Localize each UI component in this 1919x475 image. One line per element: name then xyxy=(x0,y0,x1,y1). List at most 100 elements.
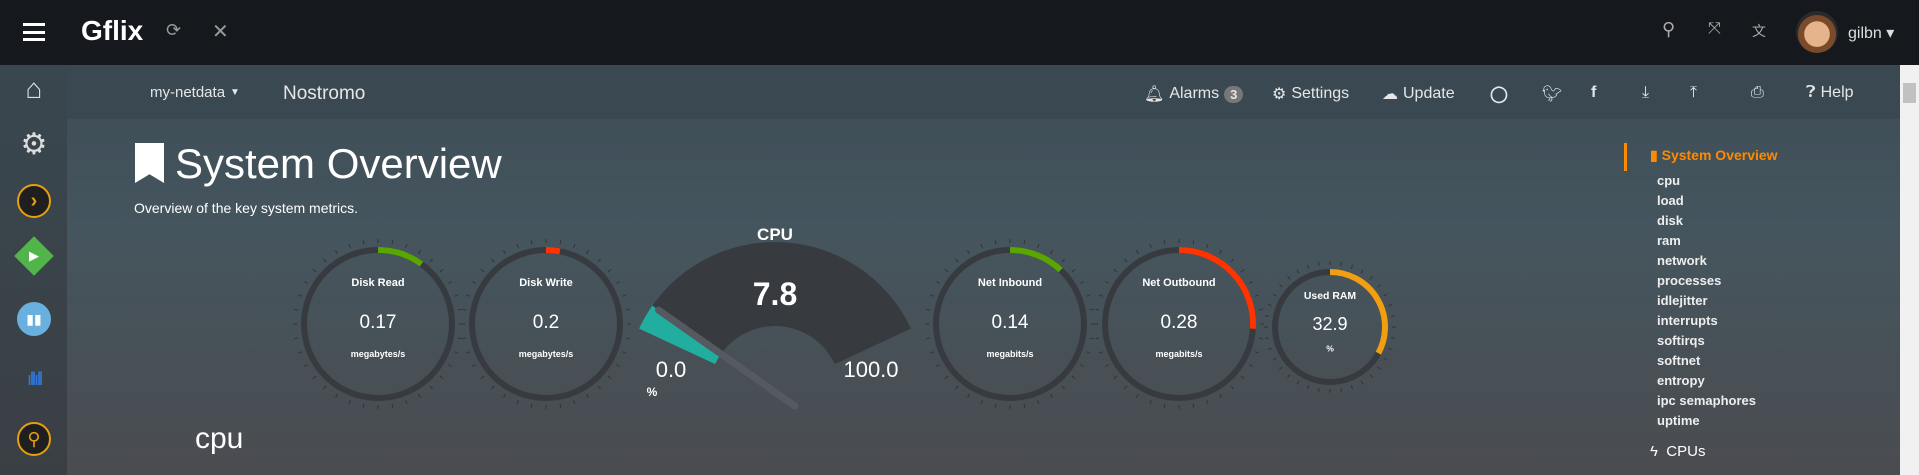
gauge-tick xyxy=(1254,294,1260,297)
gauge-tick xyxy=(335,393,338,398)
gauge-disk-write[interactable]: Disk Write 0.2 megabytes/s xyxy=(461,239,631,409)
gauge-tick xyxy=(1105,281,1110,284)
gauge-disk-read[interactable]: Disk Read 0.17 megabytes/s xyxy=(293,239,463,409)
translate-icon[interactable]: 文 xyxy=(1752,23,1766,39)
gauge-tick xyxy=(405,399,408,405)
gauge-tick xyxy=(304,281,309,284)
gauge-tick xyxy=(1085,351,1091,354)
help-button[interactable]: ❓︎ Help xyxy=(1806,84,1854,102)
close-icon[interactable]: ✕ xyxy=(212,21,229,43)
main-content xyxy=(67,65,1900,475)
right-nav-item[interactable]: softnet xyxy=(1657,353,1701,368)
gauge-tick xyxy=(1098,294,1104,297)
right-nav-item[interactable]: interrupts xyxy=(1657,313,1718,328)
calibre-icon[interactable]: ▮▮ xyxy=(17,302,51,336)
right-nav-item[interactable]: processes xyxy=(1657,273,1722,288)
cpu-gauge-needle xyxy=(654,306,799,410)
gauge-arc xyxy=(1178,247,1256,329)
update-label: Update xyxy=(1403,85,1455,102)
gauge-units: megabytes/s xyxy=(519,349,574,359)
gauge-tick xyxy=(936,364,941,367)
gauge-net-inbound[interactable]: Net Inbound 0.14 megabits/s xyxy=(925,239,1095,409)
gauge-tick xyxy=(457,308,462,311)
gauge-tick xyxy=(1079,364,1084,367)
section-heading-cpu: cpu xyxy=(195,422,244,455)
gauge-tick xyxy=(926,337,931,340)
soundcloud-icon[interactable]: ıllıll xyxy=(27,368,43,389)
gauge-tick xyxy=(1287,374,1291,378)
gauge-net-outbound[interactable]: Net Outbound 0.28 megabits/s xyxy=(1094,239,1264,409)
upload-icon[interactable]: ⤒ xyxy=(1690,84,1698,101)
gauge-tick xyxy=(1192,240,1195,245)
right-nav-item[interactable]: entropy xyxy=(1657,373,1705,388)
gauge-tick xyxy=(1071,268,1076,273)
refresh-icon[interactable]: ⟳ xyxy=(166,20,182,40)
update-button[interactable]: ☁ Update xyxy=(1382,84,1455,104)
right-nav-item[interactable]: softirqs xyxy=(1657,333,1705,348)
gauge-tick xyxy=(625,337,630,340)
gauge-used-ram[interactable]: Used RAM 32.9% xyxy=(1264,261,1396,393)
gauge-title: Disk Write xyxy=(519,277,573,289)
gauge-tick xyxy=(1279,284,1283,288)
gauge-tick xyxy=(1360,269,1364,274)
gauge-tick xyxy=(1050,250,1053,255)
gauge-value: 0.2 xyxy=(533,312,559,333)
gauge-tick xyxy=(418,250,421,255)
download-icon[interactable]: ⤓ xyxy=(1642,84,1650,101)
gauge-tick xyxy=(936,281,941,284)
cpu-gauge-max: 100.0 xyxy=(843,357,898,382)
facebook-icon[interactable]: f xyxy=(1591,84,1597,101)
gauge-tick xyxy=(1206,399,1209,405)
plex-icon[interactable]: › xyxy=(17,184,51,218)
user-name: gilbn xyxy=(1848,25,1882,42)
right-nav-item[interactable]: ipc semaphores xyxy=(1657,393,1756,408)
scrollbar[interactable] xyxy=(1900,65,1919,475)
user-menu[interactable]: gilbn ▾ xyxy=(1848,25,1895,42)
alarms-button[interactable]: 🔔︎ Alarms 3 xyxy=(1144,84,1244,104)
gauge-units: % xyxy=(1326,344,1334,354)
gauge-tick xyxy=(439,375,444,380)
home-icon[interactable]: ⌂ xyxy=(25,73,43,104)
gauge-tick xyxy=(1023,240,1026,245)
gauge-value: 0.28 xyxy=(1161,312,1198,333)
avatar[interactable] xyxy=(1796,11,1838,53)
gauge-tick xyxy=(1136,393,1139,398)
right-nav-cpus[interactable]: ϟ CPUs xyxy=(1650,443,1778,460)
help-label: Help xyxy=(1820,84,1854,101)
search-app-icon[interactable]: ⚲ xyxy=(17,422,51,456)
github-icon[interactable]: ◯ xyxy=(1490,86,1508,103)
right-nav-item[interactable]: cpu xyxy=(1657,173,1681,188)
gauge-tick xyxy=(1230,258,1235,263)
menu-icon[interactable] xyxy=(23,23,45,41)
app-title[interactable]: Gflix xyxy=(81,15,144,46)
right-nav-item[interactable]: load xyxy=(1657,193,1684,208)
bell-icon: 🔔︎ xyxy=(1144,86,1165,103)
right-nav-item[interactable]: idlejitter xyxy=(1657,293,1708,308)
cpu-gauge-units: % xyxy=(647,385,658,399)
right-nav-item[interactable]: disk xyxy=(1657,213,1684,228)
search-icon[interactable]: ⚲ xyxy=(1662,19,1676,39)
right-nav-active[interactable]: ▮ System Overview xyxy=(1650,147,1778,171)
right-nav-item[interactable]: ram xyxy=(1657,233,1681,248)
gauge-tick xyxy=(1306,385,1310,390)
gauge-tick xyxy=(1369,374,1373,378)
gauge-tick xyxy=(573,399,576,405)
fullscreen-icon[interactable]: ⤧ xyxy=(1708,20,1721,37)
gauge-tick xyxy=(573,243,576,249)
host-name[interactable]: Nostromo xyxy=(283,83,366,104)
right-nav-item[interactable]: uptime xyxy=(1657,413,1700,428)
twitter-icon[interactable]: 🐦︎ xyxy=(1542,86,1563,103)
help-icon: ❓︎ xyxy=(1806,84,1816,101)
print-icon[interactable]: ⎙ xyxy=(1751,84,1764,101)
gauge-tick xyxy=(1095,337,1100,340)
gauge-tick xyxy=(1163,403,1166,408)
gauge-tick xyxy=(994,403,997,408)
gauge-tick xyxy=(516,399,519,405)
right-nav-item[interactable]: network xyxy=(1657,253,1707,268)
host-dropdown[interactable]: my-netdata ▼ xyxy=(150,84,240,101)
settings-button[interactable]: ⚙ Settings xyxy=(1272,84,1349,104)
gauge-tick xyxy=(1089,337,1094,340)
gauge-tick xyxy=(1264,337,1270,339)
gear-icon[interactable]: ⚙ xyxy=(20,127,48,161)
scrollbar-thumb[interactable] xyxy=(1903,83,1916,103)
